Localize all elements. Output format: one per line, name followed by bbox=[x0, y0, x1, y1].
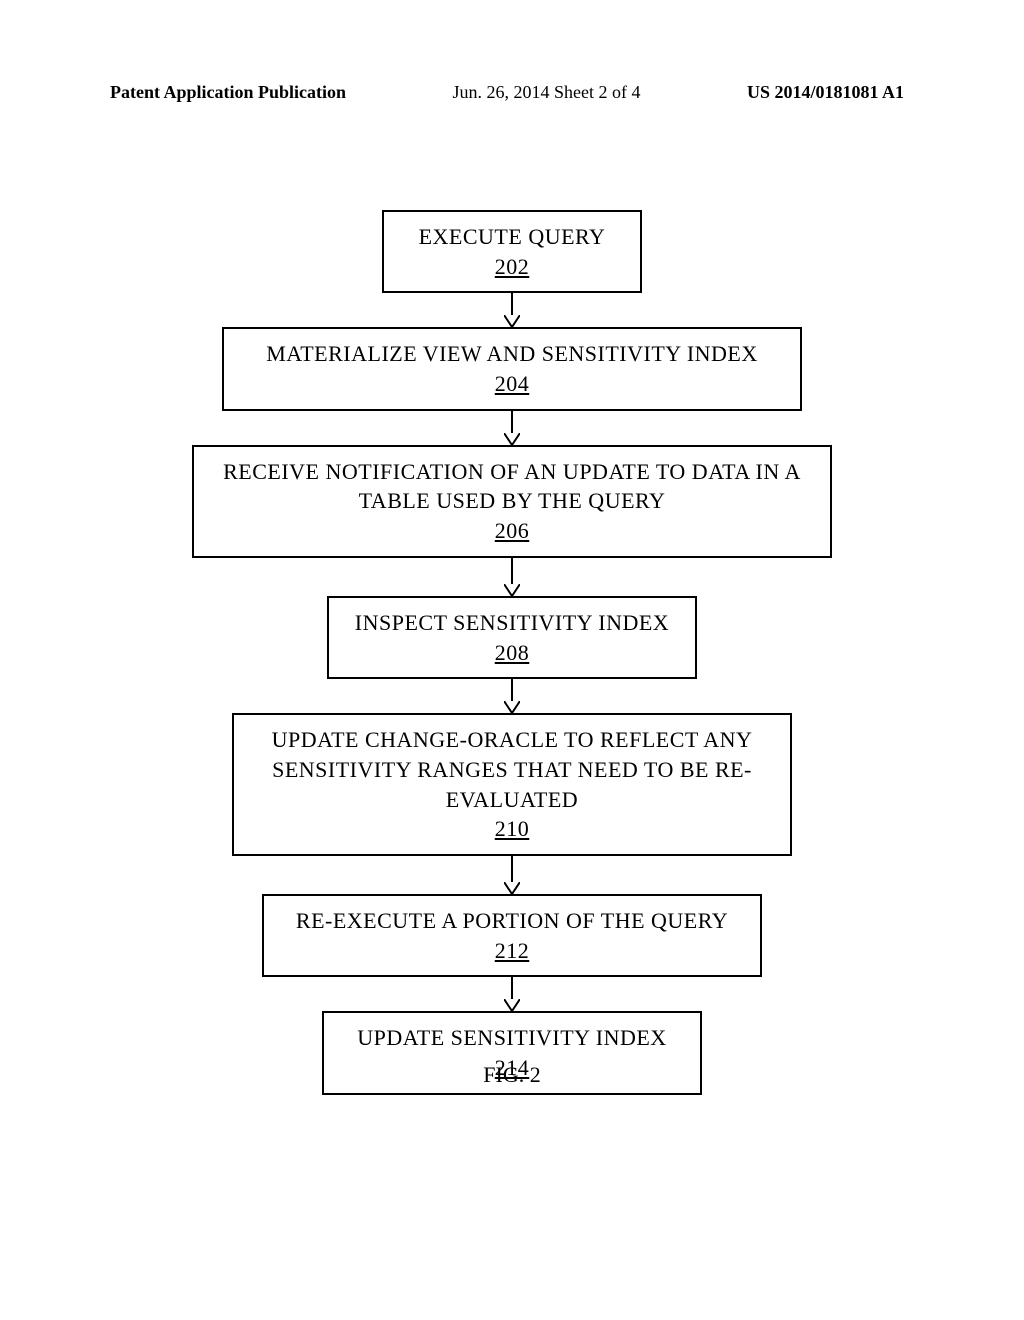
arrow-line bbox=[511, 856, 513, 882]
flow-step-text: MATERIALIZE VIEW AND SENSITIVITY INDEX bbox=[242, 339, 782, 369]
header-right: US 2014/0181081 A1 bbox=[747, 82, 904, 103]
arrow-head bbox=[504, 584, 520, 596]
flow-step-text: UPDATE CHANGE-ORACLE TO REFLECT ANY SENS… bbox=[252, 725, 772, 814]
header-middle: Jun. 26, 2014 Sheet 2 of 4 bbox=[453, 82, 641, 103]
flow-step-204: MATERIALIZE VIEW AND SENSITIVITY INDEX20… bbox=[222, 327, 802, 410]
flow-step-number: 210 bbox=[252, 814, 772, 844]
flow-step-206: RECEIVE NOTIFICATION OF AN UPDATE TO DAT… bbox=[192, 445, 832, 558]
arrow-head bbox=[504, 701, 520, 713]
flow-step-number: 206 bbox=[212, 516, 812, 546]
arrow-down-icon bbox=[504, 411, 520, 445]
arrow-head bbox=[504, 315, 520, 327]
flow-step-202: EXECUTE QUERY202 bbox=[382, 210, 642, 293]
arrow-down-icon bbox=[504, 293, 520, 327]
arrow-line bbox=[511, 977, 513, 999]
arrow-line bbox=[511, 679, 513, 701]
flow-step-number: 202 bbox=[402, 252, 622, 282]
arrow-head bbox=[504, 882, 520, 894]
flow-step-number: 204 bbox=[242, 369, 782, 399]
flow-step-210: UPDATE CHANGE-ORACLE TO REFLECT ANY SENS… bbox=[232, 713, 792, 856]
page-header: Patent Application Publication Jun. 26, … bbox=[0, 82, 1024, 103]
arrow-head bbox=[504, 433, 520, 445]
flowchart: EXECUTE QUERY202 MATERIALIZE VIEW AND SEN… bbox=[0, 210, 1024, 1095]
arrow-line bbox=[511, 411, 513, 433]
flow-step-text: RE-EXECUTE A PORTION OF THE QUERY bbox=[282, 906, 742, 936]
flow-step-212: RE-EXECUTE A PORTION OF THE QUERY212 bbox=[262, 894, 762, 977]
flow-step-number: 212 bbox=[282, 936, 742, 966]
arrow-head bbox=[504, 999, 520, 1011]
page: Patent Application Publication Jun. 26, … bbox=[0, 0, 1024, 1320]
flow-step-text: UPDATE SENSITIVITY INDEX bbox=[342, 1023, 682, 1053]
arrow-down-icon bbox=[504, 856, 520, 894]
flow-step-text: EXECUTE QUERY bbox=[402, 222, 622, 252]
arrow-line bbox=[511, 293, 513, 315]
arrow-down-icon bbox=[504, 679, 520, 713]
arrow-line bbox=[511, 558, 513, 584]
arrow-down-icon bbox=[504, 977, 520, 1011]
flow-step-208: INSPECT SENSITIVITY INDEX208 bbox=[327, 596, 697, 679]
header-line: Patent Application Publication Jun. 26, … bbox=[0, 82, 1024, 103]
header-left: Patent Application Publication bbox=[110, 82, 346, 103]
figure-label: FIG. 2 bbox=[0, 1062, 1024, 1088]
arrow-down-icon bbox=[504, 558, 520, 596]
flow-step-text: INSPECT SENSITIVITY INDEX bbox=[347, 608, 677, 638]
flow-step-text: RECEIVE NOTIFICATION OF AN UPDATE TO DAT… bbox=[212, 457, 812, 516]
flow-step-number: 208 bbox=[347, 638, 677, 668]
